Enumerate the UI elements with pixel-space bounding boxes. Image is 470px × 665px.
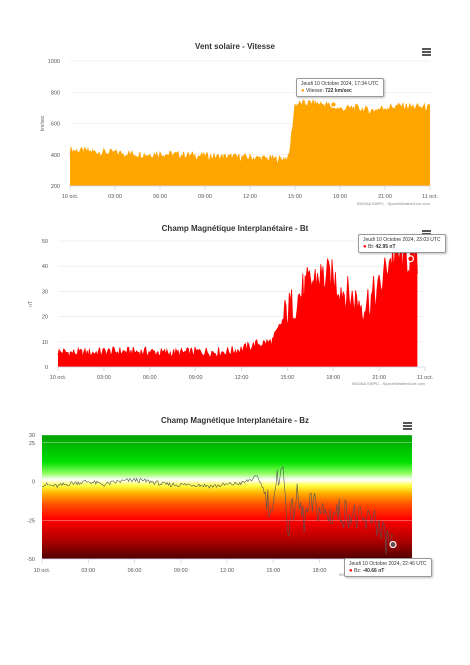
chart-svg: 0 10 20 30 40 50 10 oct. 03:00 06:00 09:00 12:00 15… <box>28 239 434 386</box>
tooltip-date: Jeudi 10 Octobre 2024, 23:03 UTC <box>363 237 441 243</box>
x-tick-label: 15:00 <box>280 375 294 381</box>
x-tick-label: 10 oct. <box>34 568 51 574</box>
x-tick-label: 21:00 <box>378 194 392 200</box>
series-area <box>70 99 430 186</box>
series-area <box>58 241 418 367</box>
y-tick-label: 600 <box>51 122 60 128</box>
y-tick-label: 25 <box>29 441 35 447</box>
x-tick-label: 12:00 <box>235 375 249 381</box>
x-tick-label: 18:00 <box>313 568 327 574</box>
x-tick-label: 12:00 <box>243 194 257 200</box>
tooltip-value: 722 km/sec <box>325 88 352 94</box>
tooltip-series: Bt: <box>368 244 375 250</box>
tooltip: Jeudi 10 Octobre 2024, 17:34 UTC ● Vites… <box>296 78 384 97</box>
y-tick-label: 400 <box>51 153 60 159</box>
y-tick-label: 30 <box>29 433 35 439</box>
chart-panel-speed: Vent solaire - Vitesse 200 400 600 800 1000 1… <box>0 36 470 216</box>
tooltip-date: Jeudi 10 Octobre 2024, 22:46 UTC <box>349 561 427 567</box>
y-tick-label: 50 <box>42 239 48 245</box>
hamburger-menu-icon[interactable] <box>403 422 412 430</box>
y-tick-label: 10 <box>42 340 48 346</box>
x-tick-label: 09:00 <box>198 194 212 200</box>
y-tick-label: 20 <box>42 315 48 321</box>
x-tick-label: 10 oct. <box>62 194 79 200</box>
x-tick-label: 06:00 <box>143 375 157 381</box>
tooltip: Jeudi 10 Octobre 2024, 22:46 UTC ● Bz: -… <box>344 558 432 577</box>
x-tick-label: 10 oct. <box>50 375 67 381</box>
x-tick-label: 12:00 <box>220 568 234 574</box>
y-tick-label: 30 <box>42 289 48 295</box>
y-tick-label: -50 <box>27 557 35 563</box>
tooltip-series: Bz: <box>354 568 362 574</box>
tooltip-series: Vitesse: <box>306 88 324 94</box>
x-tick-label: 11 oct. <box>417 375 434 381</box>
series-dot-icon: ● <box>349 568 353 574</box>
x-tick-label: 21:00 <box>372 375 386 381</box>
y-tick-label: 800 <box>51 90 60 96</box>
series-dot-icon: ● <box>301 88 305 94</box>
y-tick-label: 200 <box>51 184 60 190</box>
hover-marker <box>406 255 415 263</box>
x-tick-label: 15:00 <box>266 568 280 574</box>
series-line <box>57 240 418 360</box>
y-tick-label: 40 <box>42 264 48 270</box>
y-tick-label: 1000 <box>48 59 60 65</box>
credit-label: BNOAA SWPC - SpaceWeatherLive.com <box>352 381 426 386</box>
hover-marker-dot <box>331 102 336 107</box>
x-tick-label: 15:00 <box>288 194 302 200</box>
tooltip-value: -40.66 nT <box>362 568 385 574</box>
bz-background <box>42 435 412 559</box>
y-axis-title: km/sec <box>40 115 46 131</box>
x-tick-label: 06:00 <box>128 568 142 574</box>
chart-panel-bz: Champ Magnétique Interplanétaire - Bz -5… <box>0 408 470 583</box>
y-axis-title: nT <box>28 301 34 307</box>
chart-svg: 200 400 600 800 1000 10 oct. 03:00 06:00 09:00 12… <box>40 59 439 206</box>
y-tick-label: -25 <box>27 518 35 524</box>
series-dot-icon: ● <box>363 244 367 250</box>
x-tick-label: 18:00 <box>326 375 340 381</box>
tooltip-date: Jeudi 10 Octobre 2024, 17:34 UTC <box>301 81 379 87</box>
x-tick-label: 03:00 <box>81 568 95 574</box>
tooltip-value: 42.95 nT <box>375 244 396 250</box>
x-tick-label: 06:00 <box>153 194 167 200</box>
series-line <box>69 99 431 164</box>
y-tick-label: 0 <box>32 480 35 486</box>
hover-marker-dot <box>391 542 396 547</box>
chart-svg: -50 -25 0 25 30 10 oct. 03:00 06:00 09:00 12:00 15… <box>27 433 420 577</box>
x-tick-label: 03:00 <box>97 375 111 381</box>
x-tick-label: 11 oct. <box>422 194 439 200</box>
hover-marker-dot <box>408 256 413 261</box>
x-tick-label: 09:00 <box>189 375 203 381</box>
hover-marker <box>329 100 338 109</box>
x-tick-label: 03:00 <box>108 194 122 200</box>
chart-title: Vent solaire - Vitesse <box>195 42 275 51</box>
credit-label: BNOAA SWPC - SpaceWeatherLive.com <box>357 201 431 206</box>
hamburger-menu-icon[interactable] <box>422 48 431 56</box>
x-tick-label: 09:00 <box>174 568 188 574</box>
tooltip: Jeudi 10 Octobre 2024, 23:03 UTC ● Bt: 4… <box>358 234 446 253</box>
hover-marker <box>389 540 397 549</box>
x-tick-label: 18:00 <box>333 194 347 200</box>
chart-title: Champ Magnétique Interplanétaire - Bz <box>160 416 310 425</box>
chart-title: Champ Magnétique Interplanétaire - Bt <box>161 224 309 233</box>
y-tick-label: 0 <box>45 365 48 371</box>
series-line <box>41 465 394 555</box>
